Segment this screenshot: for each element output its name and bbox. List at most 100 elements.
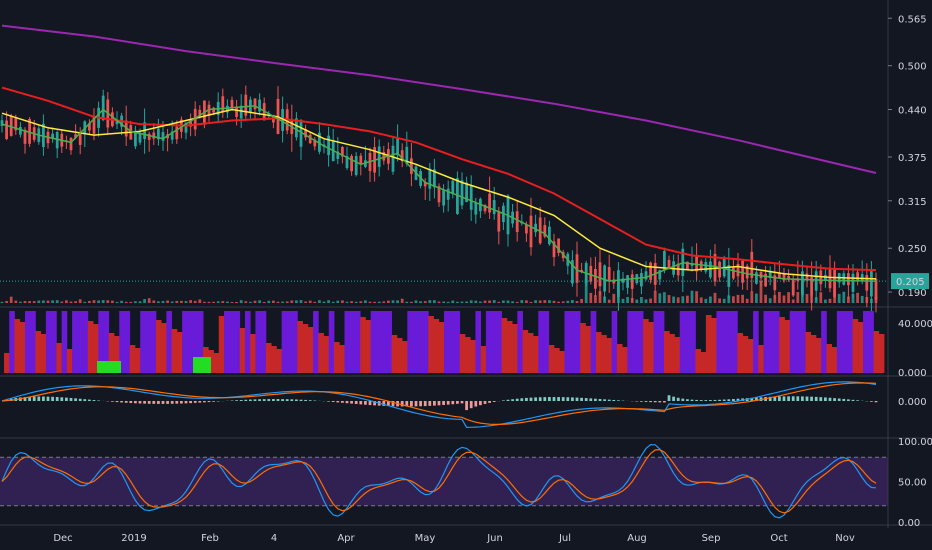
panel2-bar xyxy=(637,311,644,373)
macd-histogram-bar xyxy=(750,397,754,401)
volume-bar xyxy=(207,301,211,303)
macd-histogram-bar xyxy=(285,399,289,401)
candle-body xyxy=(603,265,606,292)
candle-body xyxy=(253,98,257,110)
macd-histogram-bar xyxy=(543,397,547,401)
macd-histogram-bar xyxy=(198,401,202,403)
volume-bar xyxy=(483,300,487,303)
macd-histogram-bar xyxy=(423,401,427,407)
candle-body xyxy=(175,126,179,140)
macd-histogram-bar xyxy=(787,396,790,401)
volume-bar xyxy=(414,300,418,303)
candle-body xyxy=(856,272,859,282)
panel2-bar xyxy=(459,334,466,373)
panel2-bar xyxy=(580,323,586,373)
volume-bar xyxy=(272,300,275,303)
macd-histogram-bar xyxy=(308,400,312,401)
volume-bar xyxy=(492,300,496,303)
panel2-bar xyxy=(679,311,686,373)
volume-bar xyxy=(768,298,772,303)
x-tick-label: Apr xyxy=(337,533,355,544)
macd-histogram-bar xyxy=(460,401,464,404)
volume-bar xyxy=(51,300,54,303)
volume-bar xyxy=(230,301,234,303)
candle-body xyxy=(594,269,597,289)
panel2-bar xyxy=(14,319,21,373)
candle-body xyxy=(557,238,560,253)
macd-histogram-bar xyxy=(258,399,261,401)
volume-bar xyxy=(313,301,317,303)
macd-histogram-bar xyxy=(451,401,455,405)
panel2-bar xyxy=(134,348,141,373)
volume-bar xyxy=(428,300,432,303)
panel2-bar xyxy=(313,311,319,373)
candle-body xyxy=(833,268,836,297)
volume-bar xyxy=(221,301,225,303)
panel2-bar xyxy=(244,311,251,373)
macd-histogram-bar xyxy=(23,397,27,401)
panel2-bar xyxy=(234,311,241,373)
candle-body xyxy=(350,155,353,172)
macd-histogram-bar xyxy=(874,401,878,403)
panel2-bar xyxy=(821,311,827,373)
volume-bar xyxy=(511,301,514,303)
volume-bar xyxy=(9,296,13,303)
panel2-bar xyxy=(527,333,534,373)
macd-histogram-bar xyxy=(37,396,41,401)
panel2-bar xyxy=(574,311,581,373)
panel2-green xyxy=(97,361,121,373)
candle-body xyxy=(621,278,625,283)
volume-bar xyxy=(796,292,800,303)
macd-histogram-bar xyxy=(566,397,570,401)
macd-histogram-bar xyxy=(778,396,781,401)
volume-bar xyxy=(718,298,721,303)
macd-histogram-bar xyxy=(607,399,611,401)
volume-bar xyxy=(345,301,349,303)
volume-bar xyxy=(759,280,763,303)
panel2-bar xyxy=(789,311,796,373)
volume-bar xyxy=(681,296,685,303)
panel2-bar xyxy=(302,324,309,373)
candle-body xyxy=(170,131,174,140)
volume-bar xyxy=(161,300,165,303)
macd-histogram-bar xyxy=(492,401,496,402)
macd-histogram-bar xyxy=(382,401,386,406)
macd-histogram-bar xyxy=(78,398,82,401)
volume-bar xyxy=(74,301,77,303)
candle-body xyxy=(575,254,579,283)
panel2-histogram xyxy=(4,311,885,373)
volume-bar xyxy=(649,298,652,303)
macd-histogram-bar xyxy=(189,401,192,404)
volume-bar xyxy=(23,301,27,303)
panel2-bar xyxy=(475,311,482,373)
volume-bar xyxy=(842,291,846,303)
volume-bar xyxy=(83,301,87,303)
panel2-bar xyxy=(192,311,199,373)
volume-bar xyxy=(92,300,96,303)
panel2-bar xyxy=(239,328,246,373)
macd-line xyxy=(1,381,877,429)
volume-bar xyxy=(676,297,680,303)
volume-bar xyxy=(14,300,18,303)
macd-histogram-bar xyxy=(272,399,275,401)
macd-histogram-bar xyxy=(488,401,491,403)
macd-histogram-bar xyxy=(465,401,468,411)
macd-histogram-bar xyxy=(327,401,330,402)
macd-histogram-bar xyxy=(88,399,91,401)
candle-body xyxy=(773,275,777,291)
panel2-bar xyxy=(800,311,806,373)
candle-body xyxy=(732,266,735,279)
volume-bar xyxy=(764,294,767,303)
macd-histogram-bar xyxy=(851,399,855,401)
panel2-bar xyxy=(56,343,63,373)
panel3-macd xyxy=(1,381,878,429)
macd-histogram-bar xyxy=(253,399,257,401)
candle-body xyxy=(212,107,215,113)
panel2-bar xyxy=(370,311,377,373)
candle-body xyxy=(483,204,487,212)
panel2-bar xyxy=(417,311,424,373)
macd-histogram-bar xyxy=(819,397,823,401)
volume-bar xyxy=(598,291,602,303)
panel2-bar xyxy=(616,344,623,373)
